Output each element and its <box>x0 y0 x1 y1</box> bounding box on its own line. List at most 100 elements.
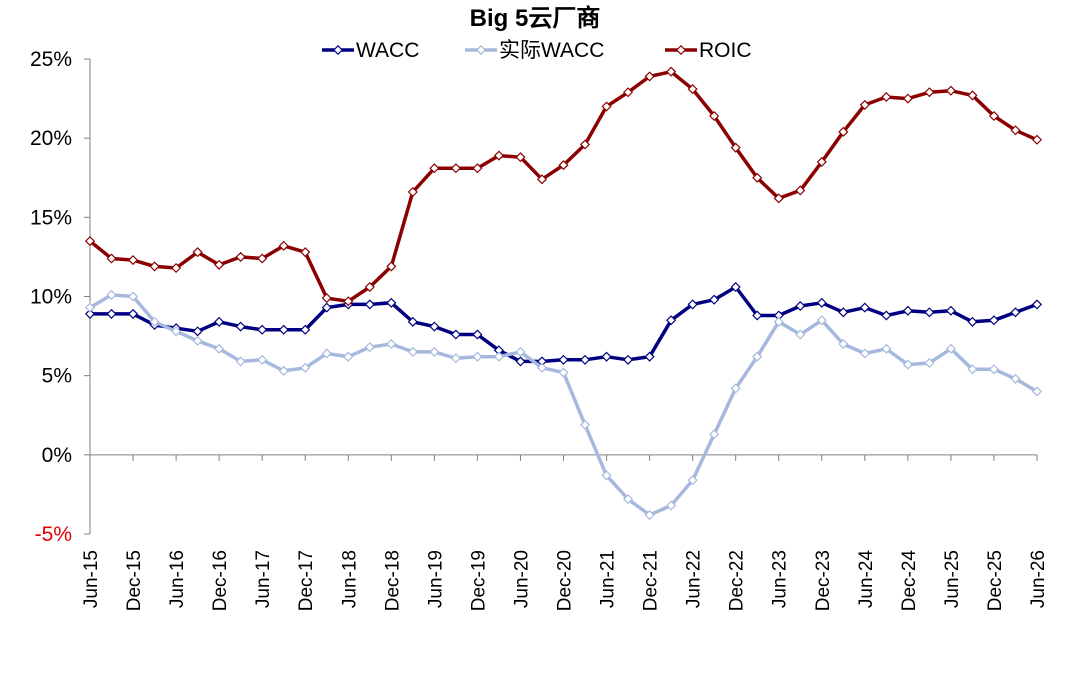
data-point <box>515 152 526 163</box>
data-point <box>257 253 268 264</box>
data-point <box>773 193 784 204</box>
data-point <box>601 351 612 362</box>
data-point <box>558 354 569 365</box>
legend-label: 实际WACC <box>499 39 604 62</box>
data-point <box>278 365 289 376</box>
data-point <box>1031 299 1043 310</box>
data-point <box>752 172 763 183</box>
x-tick-label: Jun-21 <box>598 550 619 608</box>
data-point <box>214 343 225 354</box>
data-point <box>924 357 935 369</box>
y-tick-label: 0% <box>42 444 72 467</box>
data-point <box>838 307 849 318</box>
data-point <box>407 346 418 357</box>
x-tick-label: Jun-25 <box>942 550 963 608</box>
series-1 <box>84 289 1043 521</box>
data-point <box>300 362 311 373</box>
x-tick-label: Dec-20 <box>555 550 576 611</box>
data-point <box>795 329 806 340</box>
data-point <box>192 326 203 337</box>
data-point <box>214 259 225 270</box>
x-tick-label: Jun-24 <box>856 550 877 609</box>
y-tick-label: 5% <box>42 365 72 388</box>
data-point <box>924 87 935 98</box>
data-point <box>838 338 849 350</box>
data-point <box>407 316 418 327</box>
y-axis: 25% 20% 15% 10% 5% 0% -5% <box>30 48 91 546</box>
data-point <box>988 364 1000 375</box>
data-point <box>709 110 720 122</box>
x-tick-label: Dec-21 <box>641 550 662 611</box>
data-point <box>687 299 698 310</box>
data-point <box>278 324 289 335</box>
data-point <box>666 315 677 326</box>
data-point <box>171 326 182 337</box>
data-point <box>149 261 160 272</box>
data-point <box>364 281 375 293</box>
data-point <box>579 419 591 430</box>
data-point <box>257 324 268 335</box>
data-point <box>171 262 182 274</box>
data-point <box>816 297 827 308</box>
data-point <box>1031 386 1043 397</box>
data-point <box>902 305 913 316</box>
data-point <box>235 356 246 367</box>
data-point <box>687 475 698 486</box>
data-point <box>300 324 311 335</box>
series-group <box>84 66 1043 521</box>
data-point <box>838 126 849 137</box>
data-point <box>773 316 784 327</box>
legend-item: 实际WACC <box>465 39 604 62</box>
legend-swatch-marker <box>675 44 687 56</box>
data-point <box>127 308 139 319</box>
data-point <box>364 299 375 310</box>
data-point <box>623 354 634 365</box>
data-point <box>321 302 332 313</box>
data-point <box>84 308 96 319</box>
data-point <box>644 509 655 521</box>
data-point <box>988 110 1000 122</box>
x-tick-label: Dec-22 <box>727 550 748 611</box>
data-point <box>1010 125 1021 136</box>
legend-item: ROIC <box>665 39 752 62</box>
data-point <box>472 329 483 340</box>
data-point <box>343 296 354 307</box>
data-point <box>579 139 591 150</box>
legend-label: WACC <box>356 39 419 62</box>
data-point <box>515 346 526 357</box>
data-point <box>429 346 440 357</box>
data-point <box>859 302 870 313</box>
x-tick-label: Jun-22 <box>684 550 705 608</box>
data-point <box>257 354 268 365</box>
data-point <box>1010 373 1021 384</box>
data-point <box>127 255 139 266</box>
data-point <box>601 470 612 481</box>
data-point <box>967 316 978 327</box>
x-tick-label: Jun-23 <box>770 550 791 608</box>
data-point <box>881 343 892 354</box>
data-point <box>752 351 763 362</box>
data-point <box>214 316 225 327</box>
y-tick-label: 10% <box>30 286 72 309</box>
data-point <box>924 307 935 318</box>
y-tick-label: 15% <box>30 206 72 229</box>
x-tick-label: Jun-26 <box>1028 550 1049 608</box>
x-tick-label: Dec-18 <box>382 550 403 611</box>
series-0 <box>84 281 1043 367</box>
series-line <box>89 293 1038 517</box>
y-tick-label: 25% <box>30 48 72 71</box>
data-point <box>84 236 96 247</box>
legend-swatch-marker <box>475 44 487 56</box>
data-point <box>450 163 461 174</box>
data-point <box>945 85 956 96</box>
data-point <box>752 310 763 321</box>
data-point <box>644 351 655 362</box>
data-point <box>429 321 440 332</box>
legend-item: WACC <box>322 39 419 62</box>
data-point <box>450 329 461 340</box>
data-point <box>945 343 956 354</box>
x-tick-label: Jun-20 <box>511 550 532 608</box>
data-point <box>881 310 892 321</box>
data-point <box>623 87 634 98</box>
